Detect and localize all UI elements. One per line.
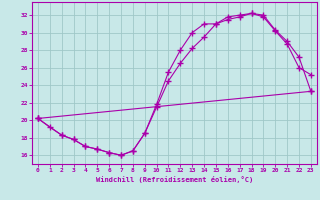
X-axis label: Windchill (Refroidissement éolien,°C): Windchill (Refroidissement éolien,°C) — [96, 176, 253, 183]
